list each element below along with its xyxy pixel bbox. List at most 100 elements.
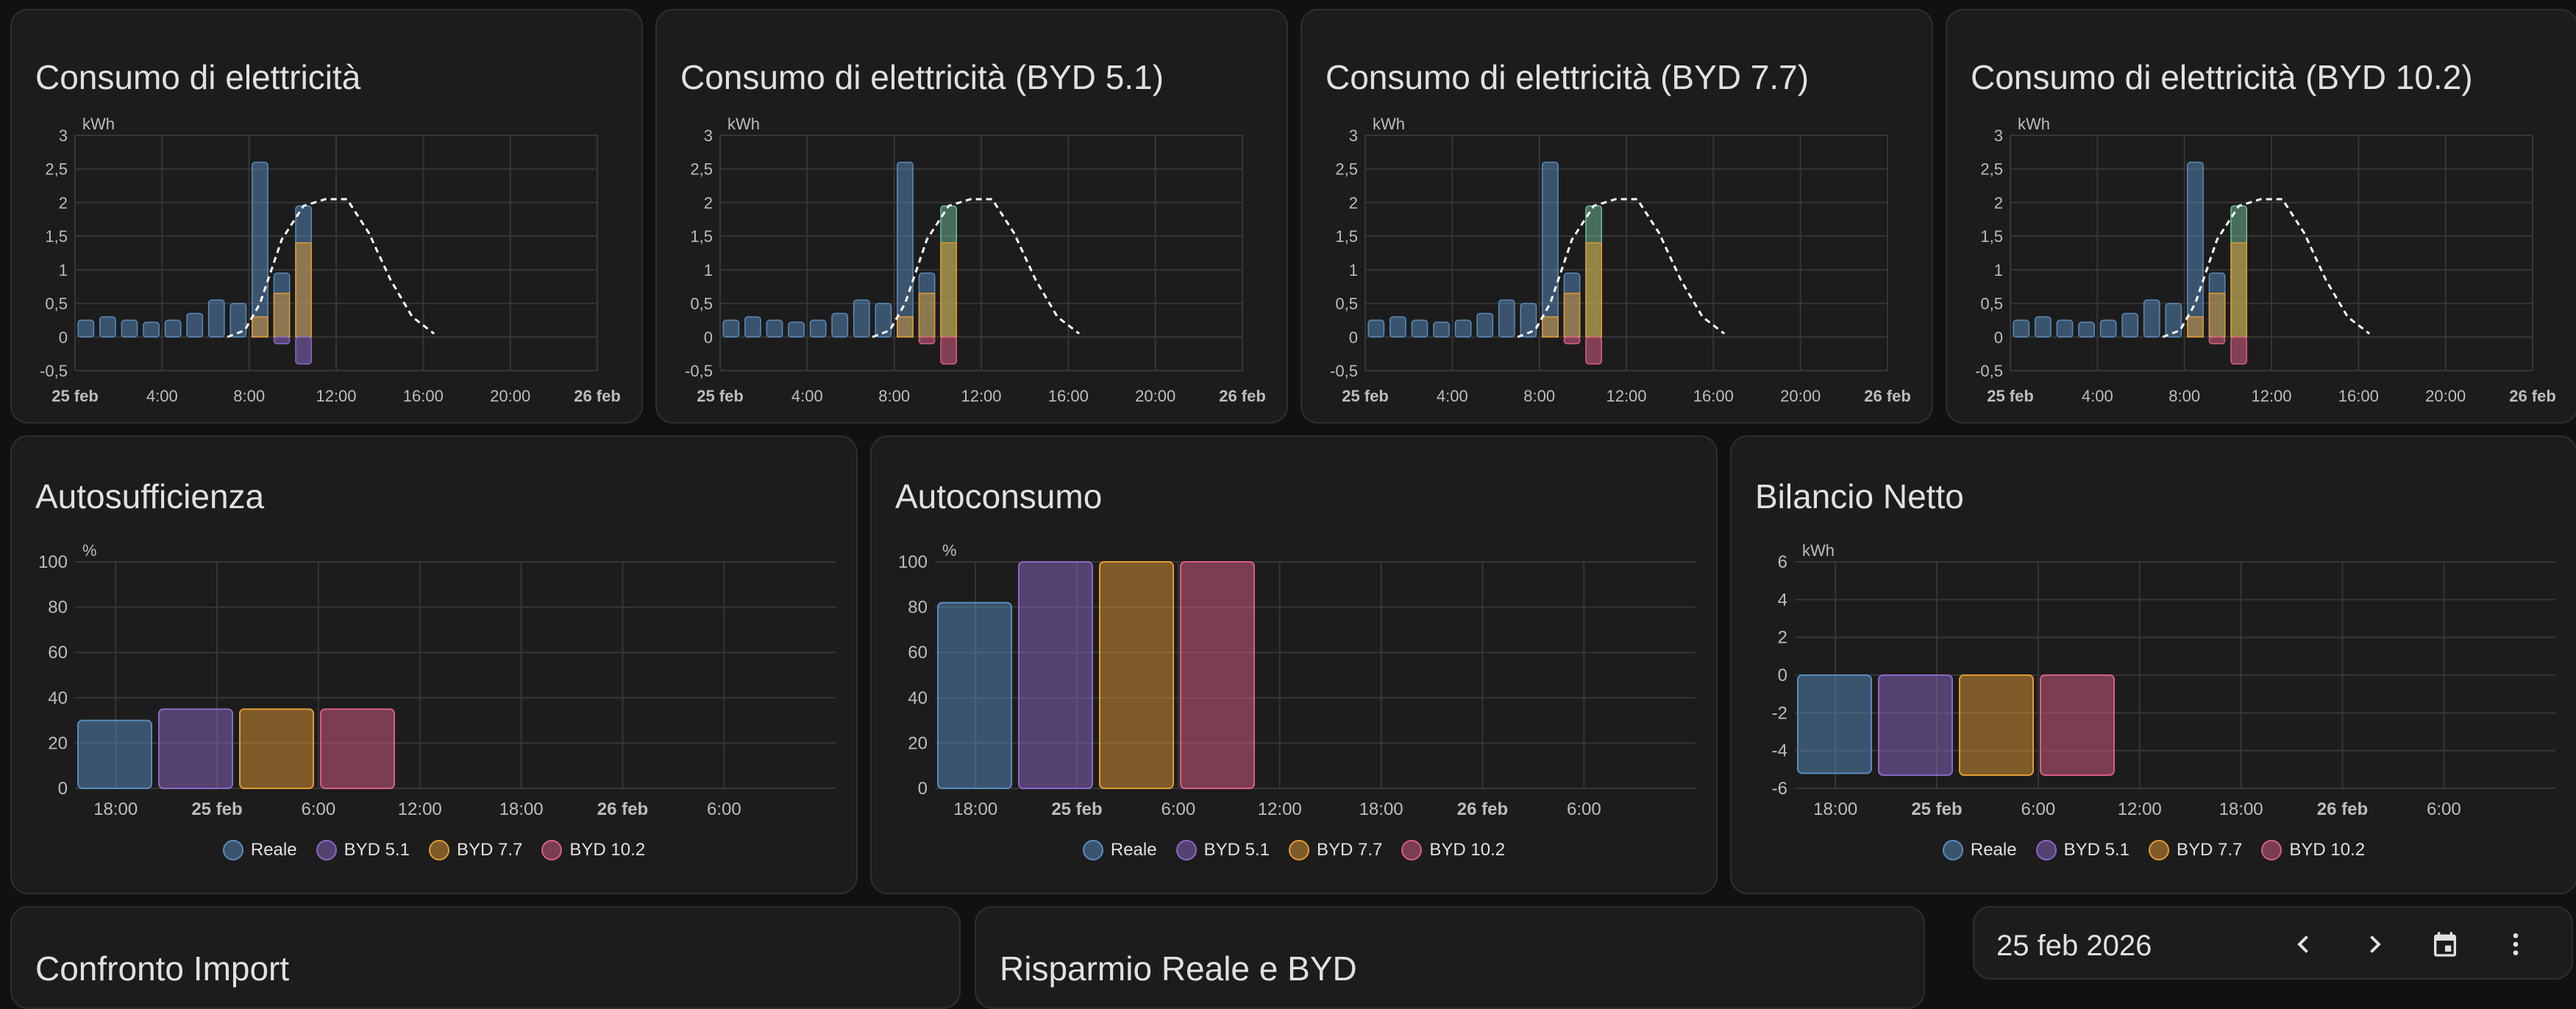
x-tick-label: 6:00	[1161, 799, 1196, 819]
card-title: Risparmio Reale e BYD	[1000, 949, 1357, 988]
bar-solar	[2187, 316, 2204, 338]
legend-item-reale[interactable]: Reale	[1082, 840, 1157, 860]
y-axis-unit: %	[942, 541, 957, 560]
y-tick-label: 2	[1778, 628, 1787, 648]
date-label[interactable]: 25 feb 2026	[1996, 930, 2152, 962]
y-tick-label: 2	[1349, 193, 1358, 212]
bar-solar	[2208, 293, 2226, 338]
y-tick-label: 40	[908, 688, 928, 708]
x-tick-label: 16:00	[2338, 387, 2379, 405]
chevron-left-icon[interactable]	[2283, 924, 2324, 965]
bar-consumption	[2099, 319, 2117, 338]
more-vert-icon[interactable]	[2495, 924, 2536, 965]
autoconsumo-chart[interactable]: % 100 80 60 40 20 0 18:00 25 feb 6:00 12:00 18:00 26…	[872, 437, 1718, 894]
consumption-chart[interactable]: kWh 3 2,5 2 1,5 1 0,5 0 -0,5 25 feb 4:00 8:00 12:00 1…	[12, 10, 643, 424]
bar-consumption	[722, 319, 740, 338]
y-tick-label: 0	[918, 779, 928, 799]
y-tick-label: 1	[1349, 261, 1358, 279]
bar-consumption	[1476, 313, 1494, 338]
confronto-import-card: Confronto Import	[10, 906, 961, 1009]
legend-item-byd102[interactable]: BYD 10.2	[541, 840, 645, 860]
legend: Reale BYD 5.1 BYD 7.7 BYD 10.2	[12, 840, 856, 860]
legend-label: BYD 10.2	[1429, 840, 1506, 860]
bar-solar	[1563, 293, 1581, 338]
legend-item-reale[interactable]: Reale	[1942, 840, 2017, 860]
legend-dot	[222, 840, 243, 860]
x-tick-label: 25 feb	[1911, 799, 1962, 819]
legend-item-byd77[interactable]: BYD 7.7	[2148, 840, 2242, 860]
bar-consumption	[1520, 302, 1537, 338]
x-tick-label: 26 feb	[1219, 387, 1266, 405]
bar-byd51	[1878, 674, 1953, 777]
y-tick-label: 0	[704, 328, 713, 346]
x-tick-label: 18:00	[953, 799, 997, 819]
x-tick-label: 8:00	[878, 387, 910, 405]
consumption-chart[interactable]: kWh 3 2,5 2 1,5 1 0,5 0 -0,5 25 feb 4:00 8:00 12:00 1…	[1947, 10, 2576, 424]
y-tick-label: 0,5	[1980, 295, 2003, 313]
bar-export	[940, 336, 958, 365]
bar-consumption	[788, 321, 805, 338]
calendar-icon[interactable]	[2424, 924, 2466, 965]
bar-consumption	[875, 302, 892, 338]
x-tick-label: 8:00	[233, 387, 265, 405]
bar-byd77	[239, 708, 314, 790]
bar-consumption	[186, 313, 204, 338]
y-tick-label: 1	[1994, 261, 2003, 279]
bar-consumption	[853, 299, 870, 338]
legend-item-byd51[interactable]: BYD 5.1	[2035, 840, 2130, 860]
legend-item-reale[interactable]: Reale	[222, 840, 297, 860]
legend-dot	[2035, 840, 2057, 860]
bar-consumption	[99, 316, 116, 338]
legend-dot	[1942, 840, 1963, 860]
chevron-right-icon[interactable]	[2354, 924, 2395, 965]
bar-consumption	[766, 319, 783, 338]
consumption-chart[interactable]: kWh 3 2,5 2 1,5 1 0,5 0 -0,5 25 feb 4:00 8:00 12:00 1…	[657, 10, 1288, 424]
x-tick-label: 26 feb	[1457, 799, 1508, 819]
x-tick-label: 16:00	[1048, 387, 1089, 405]
bar-consumption	[121, 319, 138, 338]
legend-item-byd102[interactable]: BYD 10.2	[1401, 840, 1505, 860]
legend-dot	[2261, 840, 2283, 860]
bar-byd102	[320, 708, 395, 790]
x-tick-label: 6:00	[1567, 799, 1601, 819]
card-title: Autoconsumo	[895, 477, 1103, 516]
x-tick-label: 12:00	[398, 799, 442, 819]
y-tick-label: 0	[59, 328, 68, 346]
bar-consumption	[143, 321, 160, 338]
autosufficienza-chart[interactable]: % 100 80 60 40 20 0 18:00 25 feb 6:00 12:00 18:00 26…	[12, 437, 858, 894]
x-tick-label: 20:00	[490, 387, 530, 405]
consumption-card-2: Consumo di elettricità (BYD 5.1) kWh 3 2,5…	[655, 9, 1288, 424]
bar-consumption	[2034, 316, 2052, 338]
y-tick-label: 0	[1778, 666, 1787, 685]
bar-consumption	[2078, 321, 2095, 338]
bar-consumption	[164, 319, 182, 338]
bar-export	[2208, 336, 2226, 345]
y-tick-label: 1,5	[45, 227, 68, 246]
y-tick-label: 1,5	[1980, 227, 2003, 246]
legend-item-byd102[interactable]: BYD 10.2	[2261, 840, 2365, 860]
legend-dot	[1175, 840, 1197, 860]
y-tick-label: 1,5	[1335, 227, 1358, 246]
bar-consumption	[831, 313, 849, 338]
legend-label: Reale	[1970, 840, 2017, 860]
bar-export	[2230, 336, 2248, 365]
legend-item-byd77[interactable]: BYD 7.7	[428, 840, 522, 860]
date-picker: 25 feb 2026	[1973, 906, 2573, 980]
y-tick-label: 40	[48, 688, 68, 708]
bar-consumption	[1454, 319, 1472, 338]
autoconsumo-card: Autoconsumo % 100 80 60 40 20 0 18:00 25 feb 6:00…	[870, 435, 1718, 894]
x-tick-label: 6:00	[2427, 799, 2461, 819]
bar-consumption	[1498, 299, 1515, 338]
consumption-chart[interactable]: kWh 3 2,5 2 1,5 1 0,5 0 -0,5 25 feb 4:00 8:00 12:00 1…	[1302, 10, 1933, 424]
bilancio-netto-chart[interactable]: kWh 6 4 2 0 -2 -4 -6 18:00 25 feb 6:00 12:00 18:00 26…	[1732, 437, 2576, 894]
legend-item-byd77[interactable]: BYD 7.7	[1288, 840, 1382, 860]
bar-consumption	[207, 299, 225, 338]
legend-dot	[2148, 840, 2169, 860]
y-tick-label: 2,5	[45, 160, 68, 179]
legend-item-byd51[interactable]: BYD 5.1	[316, 840, 410, 860]
x-tick-label: 18:00	[499, 799, 544, 819]
legend-item-byd51[interactable]: BYD 5.1	[1175, 840, 1270, 860]
x-tick-label: 26 feb	[2509, 387, 2556, 405]
y-axis-unit: %	[82, 541, 97, 560]
x-tick-label: 16:00	[403, 387, 444, 405]
